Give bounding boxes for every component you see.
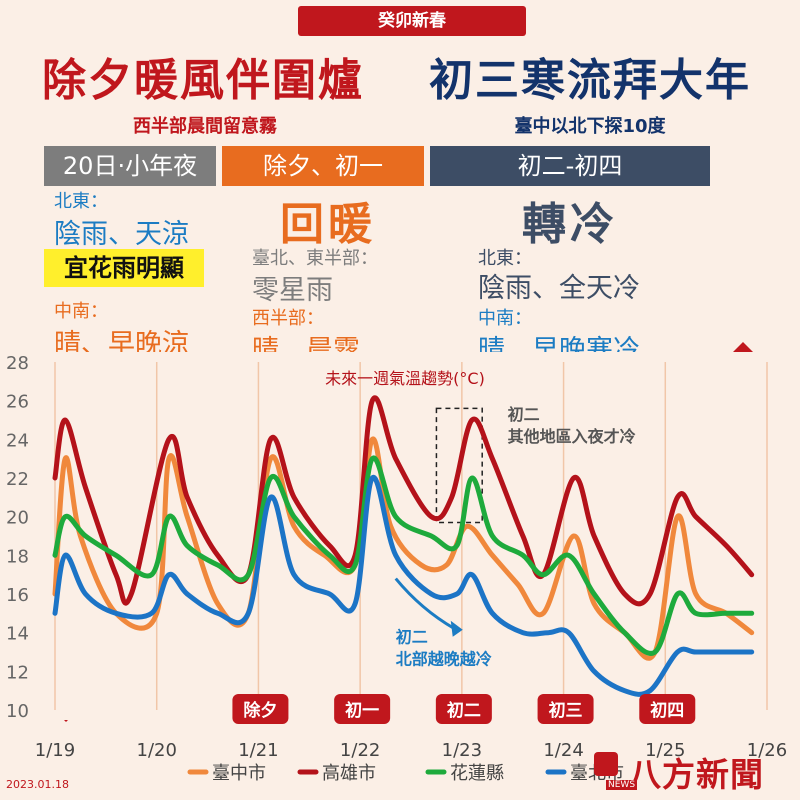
day-label: 初二 bbox=[447, 700, 481, 721]
subtitle-left: 西半部晨間留意霧 bbox=[133, 116, 277, 137]
x-tick-label: 1/22 bbox=[340, 740, 380, 761]
day-label: 初四 bbox=[650, 700, 684, 721]
annotation-text-1: 初二 bbox=[396, 627, 428, 646]
headline-right: 初三寒流拜大年 bbox=[429, 55, 751, 106]
annotation-arrow-head bbox=[450, 620, 463, 637]
annotation-arrow bbox=[394, 577, 456, 631]
brand-logo: 八方新聞 bbox=[628, 755, 764, 794]
p2-headline: 回暖 bbox=[280, 199, 376, 250]
festival-tag: 癸卯新春 bbox=[298, 6, 526, 36]
p3-region-central-south: 中南： bbox=[478, 308, 532, 329]
legend-entry: 花蓮縣 bbox=[450, 763, 504, 784]
day-label: 初一 bbox=[345, 700, 379, 721]
legend-entry: 臺中市 bbox=[212, 763, 266, 784]
day-label-pill-2 bbox=[435, 694, 492, 724]
p2-weather-north-east: 零星雨 bbox=[252, 275, 333, 306]
p2-region-west: 西半部： bbox=[252, 308, 324, 329]
x-tick-label: 1/20 bbox=[137, 740, 177, 761]
series-line-3 bbox=[52, 475, 755, 697]
x-tick-label: 1/23 bbox=[442, 740, 482, 761]
brand-logo-sub: NEWS bbox=[606, 780, 638, 790]
series-line-1 bbox=[52, 395, 755, 607]
y-tick-label: 28 bbox=[6, 353, 29, 374]
publish-date: 2023.01.18 bbox=[6, 778, 69, 791]
period-band-3: 初二-初四 bbox=[430, 146, 710, 186]
x-tick-label: 1/19 bbox=[35, 740, 75, 761]
day-label-pill-4 bbox=[639, 694, 696, 724]
temperature-trend-chart: 10 12 14 16 18 20 22 24 26 28 1/19 1/20 1/21 1/22 1/23… bbox=[0, 352, 800, 784]
y-tick-label: 22 bbox=[6, 469, 29, 490]
x-tick-label: 1/21 bbox=[238, 740, 278, 761]
x-tick-label: 1/25 bbox=[645, 740, 685, 761]
p1-weather-north-east: 陰雨、天涼 bbox=[54, 219, 189, 250]
logo-mark-icon bbox=[594, 752, 618, 776]
y-tick-label: 24 bbox=[6, 430, 29, 451]
y-tick-label: 18 bbox=[6, 546, 29, 567]
y-tick-label: 12 bbox=[6, 662, 29, 683]
legend-entry: 高雄市 bbox=[322, 763, 376, 784]
p1-highlight-badge: 宜花雨明顯 bbox=[44, 249, 204, 287]
x-tick-label: 1/26 bbox=[747, 740, 787, 761]
annotation-text-1: 北部越晚越冷 bbox=[396, 649, 492, 668]
p1-region-north-east: 北東： bbox=[54, 191, 108, 212]
p3-headline: 轉冷 bbox=[522, 199, 618, 250]
y-tick-label: 16 bbox=[6, 585, 29, 606]
day-label: 初三 bbox=[549, 700, 583, 721]
headline-left: 除夕暖風伴圍爐 bbox=[42, 55, 364, 106]
p3-region-north-east: 北東： bbox=[478, 248, 532, 269]
y-tick-label: 20 bbox=[6, 508, 29, 529]
annotation-text-0: 其他地區入夜才冷 bbox=[508, 427, 636, 446]
day-label: 除夕 bbox=[243, 700, 277, 721]
x-tick-label: 1/24 bbox=[543, 740, 583, 761]
p1-region-central-south: 中南： bbox=[54, 301, 108, 322]
day-label-pill-3 bbox=[537, 694, 594, 724]
day-label-pill-1 bbox=[334, 694, 391, 724]
y-tick-label: 10 bbox=[6, 701, 29, 722]
y-tick-label: 14 bbox=[6, 624, 29, 645]
subtitle-right: 臺中以北下探10度 bbox=[514, 116, 666, 137]
annotation-text-0: 初二 bbox=[508, 405, 540, 424]
chart-title: 未來一週氣溫趨勢(°C) bbox=[325, 369, 485, 388]
y-tick-label: 26 bbox=[6, 392, 29, 413]
period-band-1: 20日·小年夜 bbox=[44, 146, 216, 186]
p3-weather-north-east: 陰雨、全天冷 bbox=[478, 273, 640, 304]
day-label-pill-0 bbox=[232, 694, 289, 724]
p2-region-north-east: 臺北、東半部： bbox=[252, 248, 378, 269]
highlight-box bbox=[435, 407, 483, 524]
period-band-2: 除夕、初一 bbox=[222, 146, 424, 186]
series-line-2 bbox=[52, 455, 755, 656]
